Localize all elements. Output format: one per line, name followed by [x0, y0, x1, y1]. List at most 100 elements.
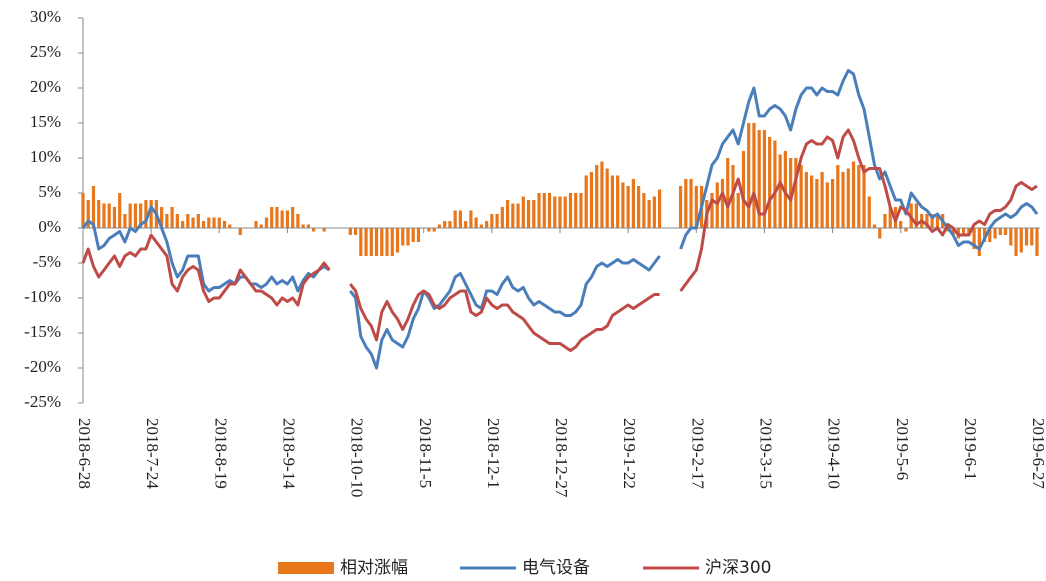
bar	[652, 196, 656, 228]
bar	[264, 217, 269, 228]
legend-label: 相对涨幅	[340, 558, 408, 578]
x-tick-label: 2018-10-10	[348, 418, 367, 497]
bar	[888, 207, 892, 228]
bar	[574, 193, 578, 228]
x-tick-label: 2019-5-6	[893, 418, 912, 480]
x-tick-label: 2019-1-22	[620, 418, 639, 489]
bar	[139, 203, 143, 228]
bar	[238, 228, 242, 235]
bar	[626, 186, 630, 228]
bar	[752, 123, 756, 228]
bar	[799, 165, 803, 228]
legend-label: 沪深300	[705, 558, 771, 578]
bar	[967, 228, 971, 235]
bar	[715, 182, 719, 228]
bar	[180, 221, 185, 228]
bar	[175, 214, 179, 228]
bar	[401, 228, 405, 246]
bar	[322, 228, 326, 232]
bar	[778, 154, 782, 228]
bar	[427, 228, 431, 232]
bar	[558, 196, 562, 228]
bar	[133, 203, 138, 228]
bar	[773, 140, 777, 228]
bar	[925, 214, 929, 228]
bar	[547, 193, 552, 228]
bar	[464, 221, 468, 228]
bar	[474, 217, 478, 228]
bar	[222, 221, 227, 228]
line	[81, 128, 1038, 352]
bar	[495, 214, 499, 228]
bar	[191, 217, 195, 228]
bar	[385, 228, 389, 256]
bar	[988, 228, 992, 242]
x-tick-label: 2019-4-10	[825, 418, 844, 489]
y-tick-label: 25%	[30, 42, 61, 61]
bar	[642, 193, 646, 228]
legend-swatch	[278, 562, 334, 574]
bar	[1030, 228, 1034, 246]
bar	[390, 228, 394, 256]
bar	[91, 186, 96, 228]
bar	[411, 228, 415, 242]
bar	[526, 200, 531, 228]
bar	[416, 228, 421, 242]
bar	[589, 172, 594, 228]
bar	[353, 228, 358, 235]
bar	[600, 161, 604, 228]
y-tick-label: -25%	[24, 392, 61, 411]
bar	[720, 179, 725, 228]
y-tick-label: -10%	[24, 287, 61, 306]
bar	[102, 203, 106, 228]
bar	[610, 175, 615, 228]
bar	[275, 207, 279, 228]
bar	[825, 182, 829, 228]
bar	[741, 151, 746, 228]
y-tick-label: 30%	[30, 7, 61, 26]
bar	[149, 200, 153, 228]
bar	[86, 200, 90, 228]
bar	[851, 161, 856, 228]
bar	[768, 137, 772, 228]
bar	[1003, 228, 1008, 235]
bar	[432, 228, 436, 232]
bar	[1014, 228, 1018, 256]
bar	[301, 224, 305, 228]
bar	[878, 228, 882, 239]
bar	[437, 224, 442, 228]
bar	[736, 193, 740, 228]
bar	[762, 130, 767, 228]
bar	[647, 200, 651, 228]
x-tick-label: 2018-12-1	[484, 418, 503, 489]
bar	[228, 224, 232, 228]
y-tick-label: -5%	[33, 252, 61, 271]
bar	[1019, 228, 1023, 253]
bar	[783, 151, 787, 228]
y-tick-label: -20%	[24, 357, 61, 376]
bar	[380, 228, 384, 256]
bar	[841, 172, 845, 228]
bar	[993, 228, 997, 239]
bar	[804, 172, 808, 228]
y-tick-label: -15%	[24, 322, 61, 341]
bar	[726, 158, 730, 228]
bar	[107, 203, 111, 228]
bar	[789, 158, 793, 228]
bar	[443, 221, 447, 228]
bar	[516, 203, 520, 228]
bar	[406, 228, 410, 246]
bar	[359, 228, 363, 256]
bar	[144, 200, 148, 228]
x-tick-label: 2018-8-19	[211, 418, 230, 489]
bar	[364, 228, 368, 256]
bar	[453, 210, 457, 228]
bar	[579, 193, 583, 228]
bar	[285, 210, 290, 228]
bar	[883, 214, 887, 228]
bar	[757, 130, 761, 228]
bar	[532, 200, 536, 228]
bar	[872, 224, 877, 228]
bar	[165, 214, 169, 228]
